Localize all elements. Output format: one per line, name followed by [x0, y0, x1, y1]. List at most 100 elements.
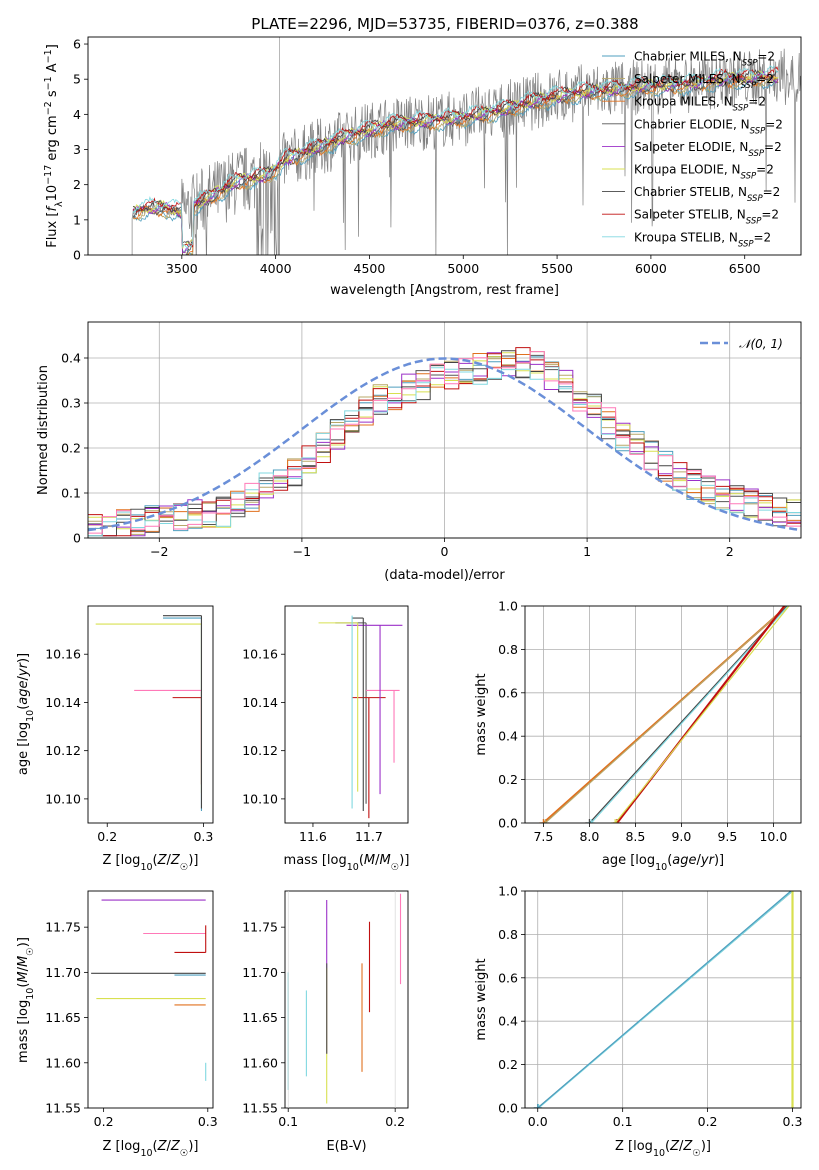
series-start-marker: [539, 819, 548, 823]
y-tick-label: 10.14: [242, 695, 278, 710]
error-bars: [95, 615, 203, 811]
x-axis-label: Z [log10(Z/Z☉)]: [103, 853, 199, 873]
histogram-steps: [88, 347, 801, 537]
label-fragment: λ: [54, 201, 65, 207]
cumulative-lines: [533, 891, 794, 1108]
label-fragment: Z: [157, 1139, 168, 1154]
y-tick-label: 11.70: [242, 965, 278, 980]
y-tick-label: 1.0: [498, 599, 518, 614]
label-fragment: 10: [25, 710, 36, 722]
label-fragment: )]: [188, 1139, 198, 1154]
y-axis-label: Normed distribution: [36, 365, 51, 495]
label-fragment: Z: [157, 853, 168, 868]
x-tick-label: 11.7: [355, 829, 383, 844]
x-tick-label: 11.6: [299, 829, 327, 844]
label-fragment: ☉: [391, 862, 400, 873]
normal-distribution-curve: [88, 357, 801, 532]
x-axis-label: Z [log10(Z/Z☉)]: [103, 1139, 199, 1159]
label-fragment: ]: [45, 44, 60, 49]
label-fragment: 10: [655, 862, 667, 873]
y-tick-label: 11.65: [45, 1010, 81, 1025]
cumulative-series-line: [538, 891, 793, 1108]
label-fragment: )]: [714, 853, 724, 868]
legend-value: =2: [756, 163, 774, 177]
x-axis-label: (data-model)/error: [384, 568, 505, 583]
legend-subscript: SSP: [750, 126, 766, 136]
x-tick-label: 10.0: [759, 829, 787, 844]
x-tick-label: 5000: [447, 261, 479, 276]
y-tick-label: 0.3: [61, 396, 81, 411]
legend-value: =2: [754, 230, 772, 244]
x-tick-label: 0.2: [97, 829, 117, 844]
label-fragment: /: [679, 1139, 684, 1154]
legend-value: =2: [761, 208, 779, 222]
x-tick-label: 0.3: [193, 829, 213, 844]
label-fragment: /: [697, 853, 702, 868]
legend-text: Kroupa MILES, N: [634, 95, 733, 109]
label-fragment: 10: [347, 862, 359, 873]
label-fragment: (: [667, 853, 672, 868]
x-tick-label: 0.2: [698, 1114, 718, 1129]
model-spectrum-line: [132, 66, 779, 248]
mass-vs-extinction-panel: 0.1 0.2 11.55 11.60 11.65 11.70 11.75 E(B-V): [242, 890, 409, 1154]
x-tick-label: 3500: [166, 261, 198, 276]
y-tick-label: 0: [73, 248, 81, 263]
x-tick-label: 0: [441, 544, 449, 559]
label-fragment: /: [167, 853, 172, 868]
cumulative-series-line: [537, 891, 792, 1108]
label-fragment: M: [16, 956, 31, 967]
plot-frame: [87, 321, 802, 539]
legend-entry-label: Chabrier STELIB, NSSP=2: [634, 185, 780, 204]
label-fragment: s: [45, 90, 60, 101]
label-fragment: 10: [45, 185, 60, 202]
error-bars: [287, 893, 402, 1104]
label-fragment: (: [153, 1139, 158, 1154]
y-tick-label: 10.12: [242, 743, 278, 758]
label-fragment: −1: [43, 76, 54, 90]
plot-frame: [87, 890, 214, 1109]
y-tick-label: 11.60: [242, 1055, 278, 1070]
x-axis-label: mass [log10(M/M☉)]: [284, 853, 410, 873]
legend-value: =2: [748, 95, 766, 109]
legend-subscript: SSP: [741, 81, 757, 91]
cumulative-series-line: [588, 606, 788, 823]
cumulative-mass-vs-metallicity-panel: 0.0 0.1 0.2 0.30.00.20.40.60.81.0Z [log10(Z…: [474, 884, 802, 1159]
legend-entry-label: Salpeter MILES, NSSP=2: [634, 72, 774, 91]
y-tick-label: 0.2: [61, 441, 81, 456]
label-fragment: E(B-V): [326, 1139, 366, 1154]
x-axis-label: age [log10(age/yr)]: [602, 853, 724, 873]
x-tick-label: 0.3: [198, 1114, 218, 1129]
plot-frame: [524, 890, 802, 1109]
label-fragment: )]: [399, 853, 409, 868]
y-tick-label: 0.2: [498, 1057, 518, 1072]
label-fragment: (: [16, 983, 31, 988]
label-fragment: 10: [653, 1148, 665, 1159]
x-axis-label: E(B-V): [326, 1139, 366, 1154]
y-axis-label: age [log10(age/yr)]: [16, 653, 36, 775]
x-tick-label: 5500: [541, 261, 573, 276]
y-tick-label: 0.6: [498, 970, 518, 985]
y-tick-label: 0.4: [498, 1014, 518, 1029]
y-tick-label: 11.55: [242, 1101, 278, 1116]
legend-entry-label: Kroupa ELODIE, NSSP=2: [634, 163, 774, 182]
x-tick-label: 8.0: [579, 829, 599, 844]
label-fragment: 10: [25, 988, 36, 1000]
cumulative-lines: [539, 606, 790, 823]
label-fragment: (: [16, 705, 31, 710]
label-fragment: Z [log: [103, 853, 141, 868]
label-fragment: )]: [16, 653, 31, 663]
legend-subscript: SSP: [741, 172, 757, 182]
y-tick-label: 0: [73, 531, 81, 546]
label-fragment: )]: [188, 853, 198, 868]
label-fragment: −2: [43, 101, 54, 115]
legend-text: Salpeter MILES, N: [634, 72, 741, 86]
legend-value: =2: [756, 72, 774, 86]
y-tick-label: 10.10: [45, 791, 81, 806]
legend-subscript: SSP: [738, 239, 754, 249]
x-axis-label: wavelength [Angstrom, rest frame]: [330, 283, 559, 298]
x-tick-label: 1: [583, 544, 591, 559]
legend-subscript: SSP: [746, 217, 762, 227]
error-bars: [91, 899, 207, 1081]
